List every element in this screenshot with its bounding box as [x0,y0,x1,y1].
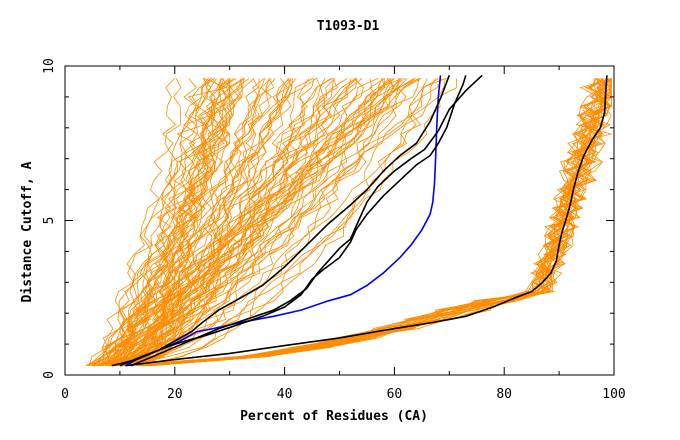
model-curve [105,78,232,367]
model-curve [115,78,212,366]
model-curve [125,78,610,367]
model-curve [100,78,237,366]
x-tick-label: 20 [167,387,183,402]
model-curve [135,78,260,366]
model-curve [143,78,612,367]
reference-series-line [111,75,451,367]
y-tick-label: 5 [42,217,57,225]
model-curve [118,78,333,366]
y-tick-label: 10 [42,58,57,74]
model-curve [100,78,292,367]
model-curve [109,78,401,367]
model-curve [121,78,606,367]
highlight-series-line [125,75,442,367]
model-curve [92,78,422,366]
model-curve [99,78,428,367]
model-curve [143,78,221,366]
model-curve [97,78,229,367]
model-curve [92,78,436,367]
model-curve [102,78,415,366]
model-curve [131,78,259,367]
model-curve [93,78,408,367]
y-axis-label: Distance Cutoff, A [20,161,35,302]
series-lines [111,74,608,367]
model-curve [105,78,232,367]
model-curve [106,78,352,367]
model-curve [120,78,291,367]
reference-series-line [125,75,608,367]
model-curve [85,78,403,367]
model-curve [119,78,447,367]
model-curve [105,78,395,367]
x-tick-label: 80 [496,387,512,402]
model-curve [125,78,395,367]
model-curve [108,78,385,367]
model-curve [116,78,197,366]
x-tick-label: 60 [387,387,403,402]
model-curve [120,78,273,367]
model-curve [126,78,610,367]
model-curve [125,78,265,367]
model-curve [112,78,420,367]
y-tick-label: 0 [42,371,57,379]
model-curve [149,78,607,367]
model-curve [121,78,612,367]
model-lines [85,78,613,367]
model-curve [105,78,255,366]
chart-title: T1093-D1 [317,19,380,34]
model-curve [112,78,293,366]
model-curve [138,78,231,366]
model-curve [105,78,211,366]
x-tick-label: 40 [277,387,293,402]
model-curve [109,78,363,366]
model-curve [113,78,416,367]
model-curve [102,78,358,367]
x-tick-label: 0 [61,387,69,402]
model-curve [118,78,612,367]
model-curve [127,78,383,367]
model-curve [150,78,612,367]
reference-series-line [119,75,467,367]
model-curve [146,78,231,366]
reference-series-line [130,74,483,367]
model-curve [118,78,228,366]
model-curve [115,78,334,367]
model-curve [135,78,315,367]
axes: 0 20 40 60 80 100 0 5 10 [42,58,626,402]
model-curve [149,78,612,367]
x-tick-label: 100 [602,387,625,402]
model-curve [124,78,386,367]
model-curve [124,78,364,367]
model-curve [130,78,223,366]
x-axis-label: Percent of Residues (CA) [240,409,428,424]
